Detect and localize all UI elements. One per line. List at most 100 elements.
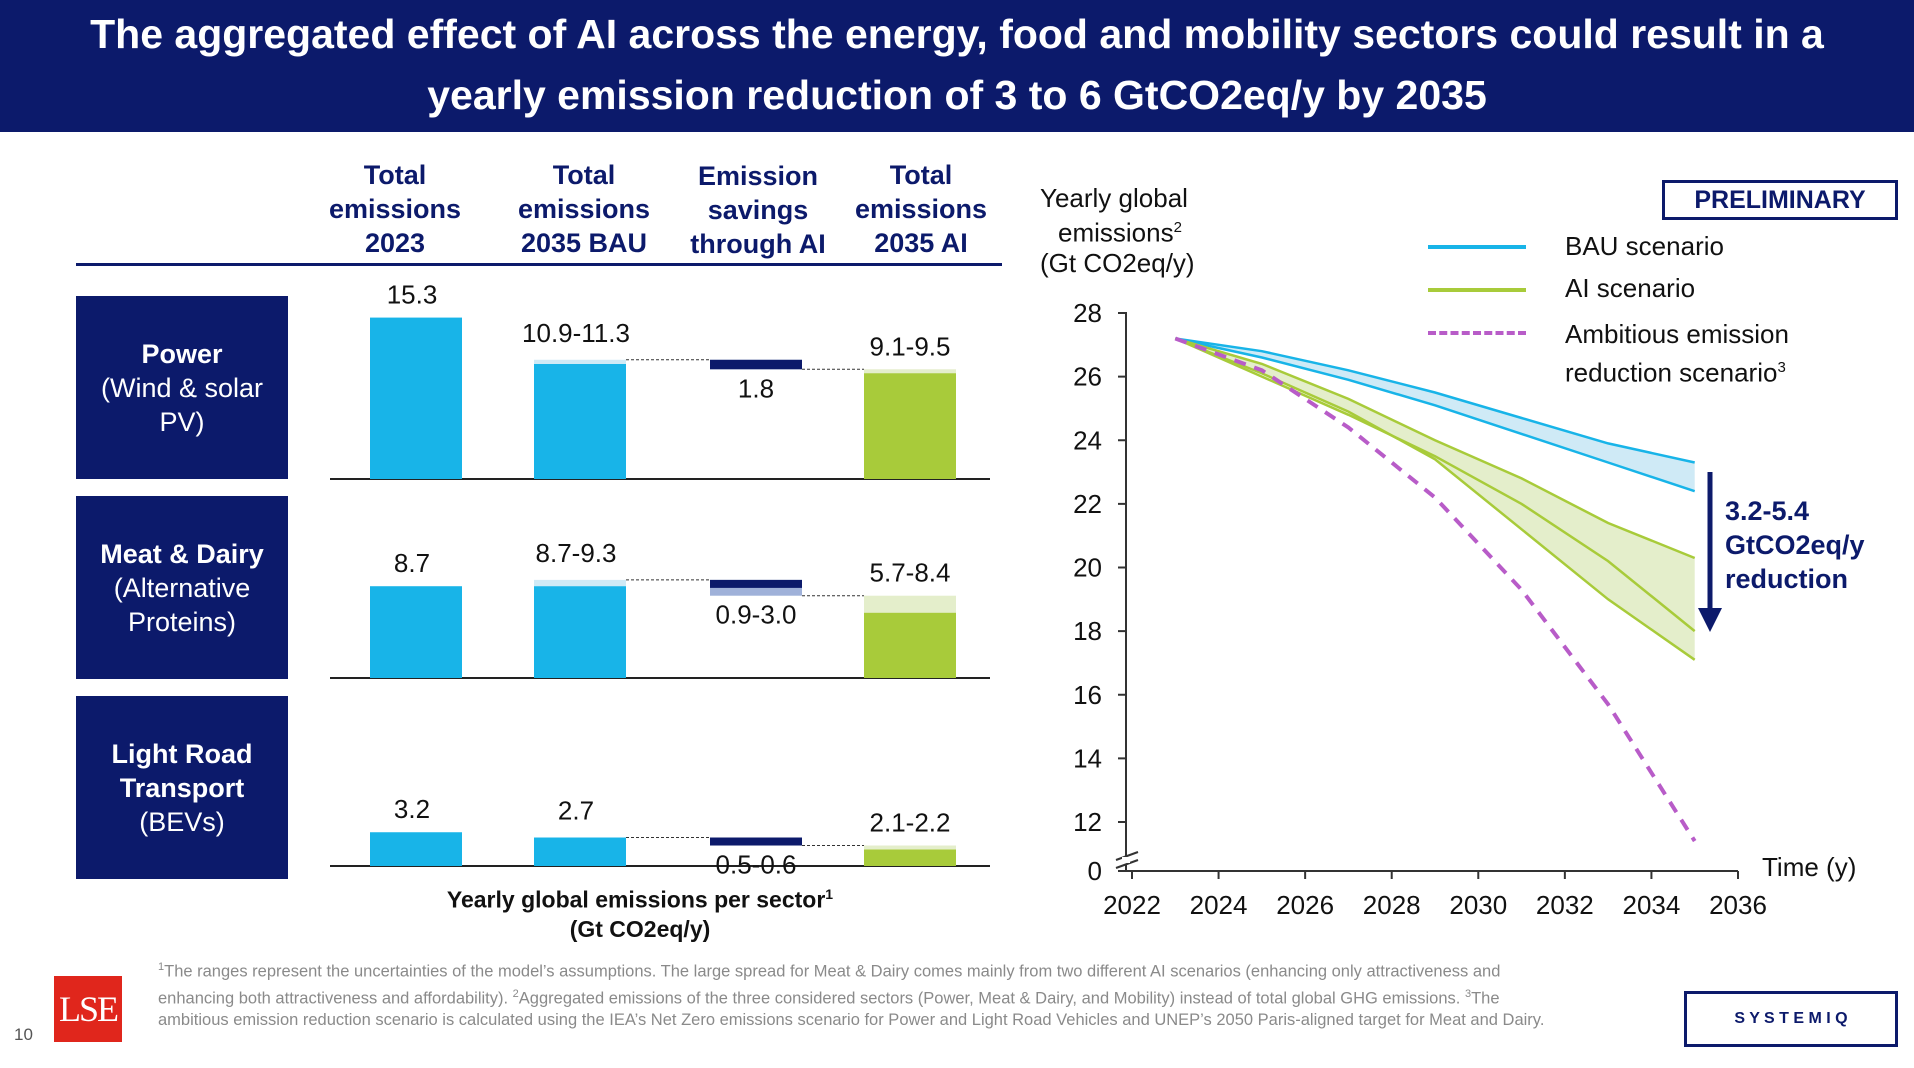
bar-bau xyxy=(534,364,626,479)
bar-label-ai: 5.7-8.4 xyxy=(870,558,951,588)
y-tick-label: 14 xyxy=(1073,743,1102,773)
bar-2023 xyxy=(370,317,462,479)
bar-label-2023: 8.7 xyxy=(394,548,430,578)
line-ylabel: Yearly global emissions2 (Gt CO2eq/y) xyxy=(1040,183,1240,278)
bar-2023 xyxy=(370,586,462,678)
column-header-line: 2035 BAU xyxy=(520,228,648,258)
x-axis-label: Time (y) xyxy=(1762,852,1856,882)
lse-logo: LSE xyxy=(54,976,122,1042)
sector-name: Meat & Dairy xyxy=(100,538,264,569)
bar-savings xyxy=(710,579,802,588)
column-header-line: Total xyxy=(552,160,616,190)
y-tick-label: 28 xyxy=(1073,298,1102,328)
footnote-text1: The ranges represent the uncertainties o… xyxy=(158,962,1501,1008)
column-header-line: Total xyxy=(363,160,427,190)
bar-ai xyxy=(864,849,956,866)
sector-xlabel: Yearly global emissions per sector1 (Gt … xyxy=(400,880,880,944)
legend-label-bau: BAU scenario xyxy=(1565,231,1724,261)
bar-label-savings: 0.9-3.0 xyxy=(716,600,797,630)
column-header-line: savings xyxy=(707,195,809,225)
lse-logo-text: LSE xyxy=(58,989,119,1029)
sector-name: Transport xyxy=(119,772,245,803)
series-line-ambitious xyxy=(1174,336,1697,843)
bar-label-ai: 9.1-9.5 xyxy=(870,331,951,361)
legend-ambitious-sup: 3 xyxy=(1777,359,1786,376)
column-header-line: through AI xyxy=(690,229,826,259)
sector-xlabel-line1: Yearly global emissions per sector xyxy=(446,886,826,913)
bar-bau-range xyxy=(534,359,626,365)
legend-ambitious-2: reduction scenario xyxy=(1565,357,1778,388)
y-tick-label: 26 xyxy=(1073,362,1102,392)
x-tick-label: 2036 xyxy=(1709,890,1767,920)
y-tick-label: 16 xyxy=(1073,680,1102,710)
sector-box-light-road: Light Road Transport (BEVs) xyxy=(76,696,288,879)
systemiq-logo: S Y S T E M I Q xyxy=(1684,991,1898,1047)
line-ylabel-sup: 2 xyxy=(1173,219,1182,236)
bar-savings xyxy=(710,359,802,370)
footnote-sup2: 2 xyxy=(512,987,519,1000)
bar-label-savings: 0.5-0.6 xyxy=(716,850,797,880)
legend-ambitious-1: Ambitious emission xyxy=(1565,319,1789,349)
preliminary-badge-text: PRELIMINARY xyxy=(1694,186,1866,214)
column-header-line: 2023 xyxy=(364,228,426,258)
legend-swatch-ambitious xyxy=(1428,331,1526,335)
legend-label-ai: AI scenario xyxy=(1565,273,1696,303)
y-tick-label: 18 xyxy=(1073,616,1102,646)
column-header-line: Emission xyxy=(697,161,819,191)
footnote-sup1: 1 xyxy=(158,961,165,973)
line-ylabel-3: (Gt CO2eq/y) xyxy=(1040,247,1195,278)
sector-box-power: Power (Wind & solar PV) xyxy=(76,296,288,479)
bar-label-bau: 8.7-9.3 xyxy=(536,538,617,568)
sector-sub: (Alternative xyxy=(113,572,251,603)
footnote-text3: The ambitious emission reduction scenari… xyxy=(158,989,1545,1029)
column-header: Emission savings through AI xyxy=(673,159,843,261)
bar-bau xyxy=(534,586,626,678)
column-header: Total emissions 2035 BAU xyxy=(499,158,669,260)
sector-xlabel-line2: (Gt CO2eq/y) xyxy=(569,915,711,942)
column-header: Total emissions 2035 AI xyxy=(836,158,1006,260)
bar-ai xyxy=(864,373,956,479)
bar-label-savings: 1.8 xyxy=(738,373,774,403)
legend-swatch-ai xyxy=(1428,288,1526,292)
series-line-ai xyxy=(1174,337,1696,560)
sector-name: Power xyxy=(141,338,223,369)
column-header-line: emissions xyxy=(517,194,651,224)
column-header: Total emissions 2023 xyxy=(310,158,480,260)
column-header-line: 2035 AI xyxy=(874,228,968,258)
sector-sub: (Wind & solar xyxy=(100,372,264,403)
reduction-arrow-head xyxy=(1698,608,1722,632)
series-line-bau xyxy=(1175,337,1696,493)
reduction-line3: reduction xyxy=(1725,564,1849,594)
axis-break-mark xyxy=(1115,851,1139,869)
preliminary-badge: PRELIMINARY xyxy=(1662,180,1898,220)
title-bar: The aggregated effect of AI across the e… xyxy=(0,0,1914,132)
sector-xlabel-sup: 1 xyxy=(825,886,834,902)
sector-name: Light Road xyxy=(111,738,253,769)
x-tick-label: 2032 xyxy=(1536,890,1594,920)
bar-label-ai: 2.1-2.2 xyxy=(870,808,951,838)
column-header-line: Total xyxy=(889,160,953,190)
systemiq-logo-text: S Y S T E M I Q xyxy=(1734,1010,1848,1027)
bar-label-bau: 10.9-11.3 xyxy=(522,318,630,348)
line-ylabel-2: emissions xyxy=(1058,217,1174,248)
bar-bau xyxy=(534,837,626,866)
bar-label-2023: 15.3 xyxy=(387,280,438,310)
sector-box-meat-dairy: Meat & Dairy (Alternative Proteins) xyxy=(76,496,288,679)
page-number: 10 xyxy=(14,1025,33,1044)
y-tick-label: 22 xyxy=(1073,489,1102,519)
sector-sub: Proteins) xyxy=(127,606,237,637)
reduction-line1: 3.2-5.4 xyxy=(1725,496,1810,526)
header-rule xyxy=(76,263,1002,266)
footnote-sup3: 3 xyxy=(1464,987,1472,1000)
bar-bau-range xyxy=(534,579,626,587)
axis-break-gap xyxy=(1122,857,1130,863)
footnote-text2: Aggregated emissions of the three consid… xyxy=(518,989,1465,1007)
sector-sub: (BEVs) xyxy=(139,806,225,837)
series-line-ai xyxy=(1174,337,1696,633)
y-tick-label: 24 xyxy=(1073,425,1102,455)
column-header-line: emissions xyxy=(854,194,988,224)
line-ylabel-1: Yearly global xyxy=(1040,183,1188,213)
legend-swatch-bau xyxy=(1428,245,1526,249)
